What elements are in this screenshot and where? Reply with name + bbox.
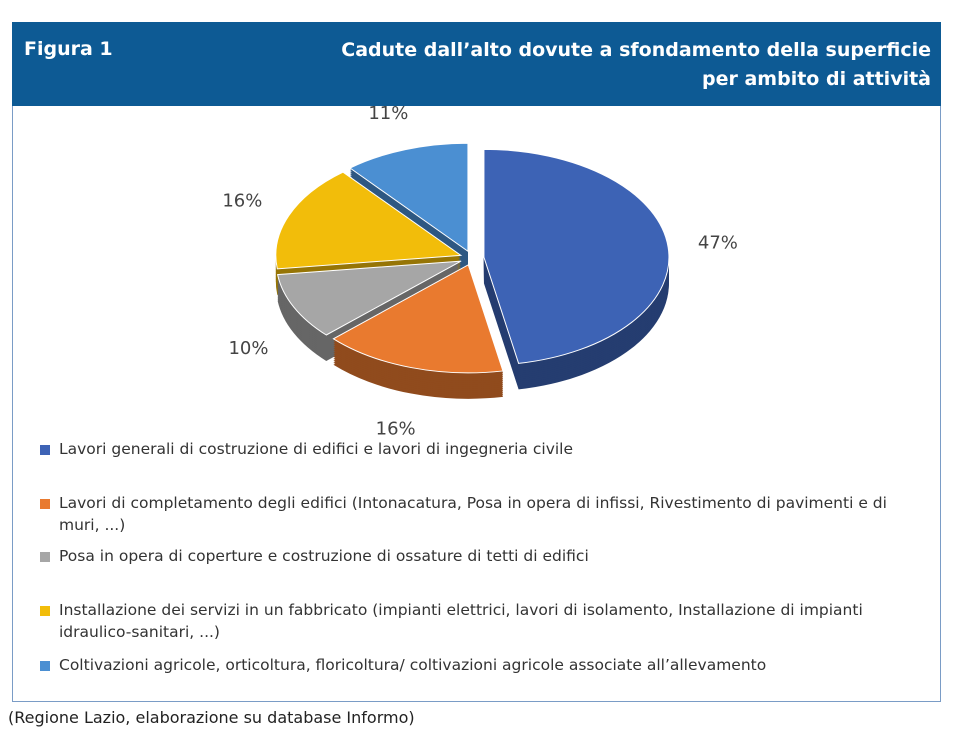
data-label: 47% [698, 233, 738, 254]
legend-swatch [40, 499, 50, 509]
legend-label: Coltivazioni agricole, orticoltura, flor… [59, 656, 767, 674]
legend-label: Posa in opera di coperture e costruzione… [59, 547, 589, 565]
title-line: Cadute dall’alto dovute a sfondamento de… [341, 39, 931, 61]
legend-item: Lavori generali di costruzione di edific… [40, 438, 573, 460]
legend-label: Installazione dei servizi in un fabbrica… [59, 601, 863, 641]
legend-swatch [40, 606, 50, 616]
chart-title: Cadute dall’alto dovute a sfondamento de… [341, 36, 931, 94]
legend-item: Coltivazioni agricole, orticoltura, flor… [40, 654, 766, 676]
legend-label: Lavori generali di costruzione di edific… [59, 440, 574, 458]
legend-swatch [40, 445, 50, 455]
data-label: 16% [376, 419, 416, 440]
legend-swatch [40, 661, 50, 671]
legend-swatch [40, 552, 50, 562]
slice [483, 148, 670, 364]
legend-item: Lavori di completamento degli edifici (I… [40, 492, 920, 536]
source-note: (Regione Lazio, elaborazione su database… [8, 708, 415, 727]
header: Figura 1 Cadute dall’alto dovute a sfond… [12, 22, 941, 106]
data-label: 10% [228, 338, 268, 359]
legend-item: Installazione dei servizi in un fabbrica… [40, 599, 920, 643]
data-label: 16% [222, 191, 262, 212]
title-line: per ambito di attività [702, 68, 931, 90]
legend-item: Posa in opera di coperture e costruzione… [40, 545, 589, 567]
slice [275, 171, 463, 270]
slice [349, 142, 469, 253]
figure-label: Figura 1 [24, 38, 113, 60]
slice [276, 260, 462, 336]
slice [332, 264, 504, 374]
data-label: 11% [368, 103, 408, 124]
legend-label: Lavori di completamento degli edifici (I… [59, 494, 887, 534]
